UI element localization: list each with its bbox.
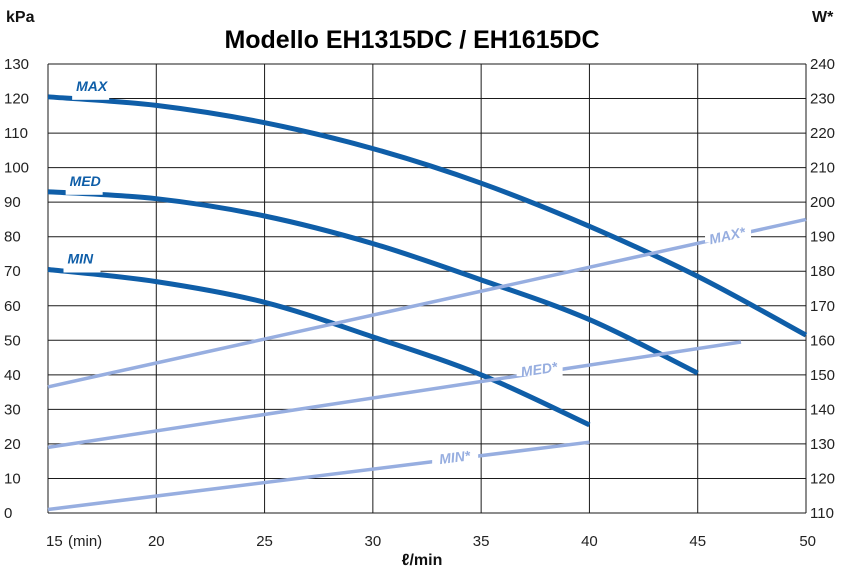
y2-tick-label: 210 [810, 160, 835, 177]
y2-tick-label: 180 [810, 263, 835, 280]
series-group: MAX MED MIN MAX* MED* MIN* [47, 78, 808, 512]
series-label-med-power: MED* [520, 358, 559, 379]
series-label-min-power: MIN* [438, 447, 471, 467]
series-label-background [516, 362, 563, 377]
series-label-med: MED [70, 173, 101, 189]
x-tick-label: 40 [581, 533, 598, 550]
y2-tick-label: 120 [810, 470, 835, 487]
grid [47, 63, 807, 514]
y2-tick-label: 140 [810, 401, 835, 418]
series-label-min: MIN [67, 251, 94, 267]
y-tick-label: 130 [4, 56, 29, 73]
y-tick-label: 110 [4, 125, 28, 142]
series-line-max [47, 94, 808, 338]
left-axis-ticks: 0 10 20 30 40 50 60 70 80 90 100 110 120 130 [4, 56, 29, 522]
y2-tick-label: 170 [810, 298, 835, 315]
y-tick-label: 80 [4, 229, 21, 246]
x-tick-label: 30 [365, 533, 382, 550]
y-tick-label: 0 [4, 505, 12, 522]
series-label-background [705, 228, 752, 243]
y2-tick-label: 220 [810, 125, 835, 142]
y2-tick-label: 110 [810, 505, 834, 522]
x-tick-label: 15 [46, 533, 63, 550]
y-tick-label: 20 [4, 436, 21, 453]
y2-tick-label: 190 [810, 229, 835, 246]
y2-tick-label: 150 [810, 367, 835, 384]
series-label-max-power: MAX* [708, 224, 748, 248]
series-line-max-power [47, 217, 807, 389]
y-tick-label: 60 [4, 298, 21, 315]
series-label-background [63, 258, 101, 273]
x-tick-label: 25 [256, 533, 273, 550]
y-tick-label: 90 [4, 194, 21, 211]
x-tick-label: 35 [473, 533, 490, 550]
series-label-background [432, 450, 479, 465]
y2-tick-label: 200 [810, 194, 835, 211]
y-tick-label: 40 [4, 367, 21, 384]
series-label-max: MAX [76, 78, 109, 94]
right-axis-ticks: 110 120 130 140 150 160 170 180 190 200 210 220 230 2… [810, 56, 835, 522]
y-tick-label: 10 [4, 470, 21, 487]
y-tick-label: 50 [4, 332, 21, 349]
left-axis-unit: kPa [6, 9, 35, 26]
x-tick-label: 20 [148, 533, 165, 550]
x-axis-label: ℓ/min [402, 552, 443, 569]
x-min-marker-label: (min) [68, 533, 102, 550]
y2-tick-label: 130 [810, 436, 835, 453]
right-axis-unit: W* [812, 9, 834, 26]
series-label-background [72, 85, 110, 100]
series-line-min [47, 267, 591, 428]
y-tick-label: 30 [4, 401, 21, 418]
y2-tick-label: 230 [810, 91, 835, 108]
chart-title: Modello EH1315DC / EH1615DC [224, 26, 599, 54]
y2-tick-label: 160 [810, 332, 835, 349]
y-tick-label: 100 [4, 160, 29, 177]
series-line-med-power [47, 340, 742, 450]
x-tick-label: 50 [799, 533, 816, 550]
series-line-med [47, 189, 699, 376]
series-label-background [65, 180, 103, 195]
series-line-min-power [47, 440, 590, 512]
y2-tick-label: 240 [810, 56, 835, 73]
y-tick-label: 120 [4, 91, 29, 108]
x-axis-ticks: 15 20 25 30 35 40 45 50 [46, 533, 816, 550]
x-tick-label: 45 [689, 533, 706, 550]
y-tick-label: 70 [4, 263, 21, 280]
